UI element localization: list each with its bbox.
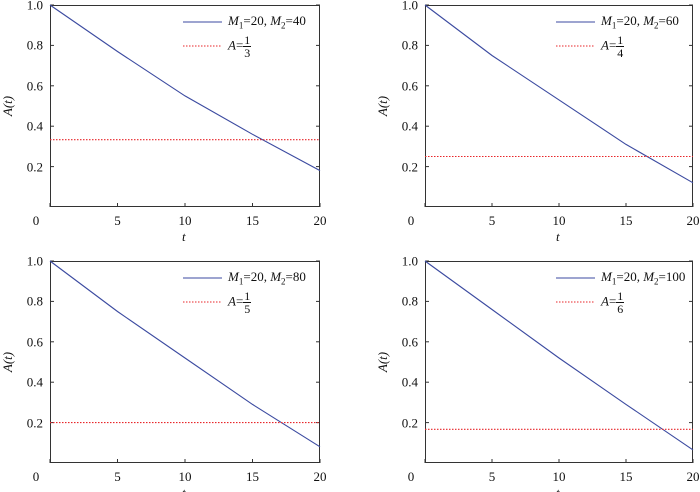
y-tick-label: 0.2 [26, 159, 43, 175]
legend-entry-threshold: A= 1 4 [601, 33, 625, 60]
subplot-1: 0 5 10 15 20 0.2 0.4 0.6 0.8 1.0 t A(t) M1=20, M2=40… [0, 0, 326, 244]
fraction-numerator: 1 [243, 289, 252, 303]
fraction-denominator: 6 [617, 302, 624, 316]
x-tick-label: 0 [407, 469, 415, 484]
fraction-denominator: 5 [244, 302, 251, 316]
fraction-numerator: 1 [616, 33, 625, 47]
fraction-numerator: 1 [243, 33, 252, 47]
y-axis-label: A(t) [0, 351, 16, 373]
subplot-4: 0 5 10 15 20 0.2 0.4 0.6 0.8 1.0 t A(t) M1=20, M2=10… [375, 255, 699, 492]
y-tick-label: 0.4 [26, 118, 43, 134]
legend-m1-value: 20 [623, 13, 637, 28]
y-tick-label: 0.4 [26, 374, 43, 390]
y-tick-label: 0.2 [401, 415, 418, 431]
x-tick-label: 0 [32, 213, 40, 228]
x-tick-label: 15 [619, 469, 633, 484]
legend-m2-value: 60 [665, 13, 679, 28]
y-axis-label: A(t) [375, 351, 391, 373]
x-tick-label: 10 [178, 213, 192, 228]
y-tick-label: 1.0 [26, 253, 43, 269]
legend-m1-value: 20 [250, 269, 264, 284]
x-axis-label: t [182, 485, 186, 492]
legend-entry-curve: M1=20, M2=100 [601, 269, 686, 287]
x-tick-label: 15 [246, 469, 259, 484]
fraction-denominator: 3 [244, 46, 251, 60]
legend-entry-threshold: A= 1 5 [228, 289, 252, 316]
legend-m2-value: 40 [292, 13, 306, 28]
plot-area [424, 4, 694, 207]
y-tick-label: 1.0 [401, 253, 418, 269]
decay-curve-line [424, 260, 694, 451]
plot-area [424, 260, 694, 463]
y-axis-label: A(t) [375, 95, 391, 117]
x-tick-label: 20 [313, 213, 327, 228]
plot-area [49, 260, 321, 463]
x-tick-label: 5 [114, 469, 121, 484]
x-tick-label: 20 [686, 213, 700, 228]
decay-curve-line [49, 4, 321, 172]
fraction-numerator: 1 [616, 289, 625, 303]
legend-m2-value: 80 [292, 269, 306, 284]
plot-area [49, 4, 321, 207]
y-tick-label: 0.8 [26, 37, 43, 53]
y-tick-label: 0.6 [401, 334, 418, 350]
y-tick-label: 1.0 [26, 0, 43, 13]
y-tick-label: 0.6 [401, 78, 418, 94]
x-tick-label: 15 [246, 213, 259, 228]
legend-entry-curve: M1=20, M2=60 [601, 13, 679, 31]
x-axis-label: t [556, 485, 560, 492]
x-tick-label: 10 [552, 213, 566, 228]
y-tick-label: 0.8 [26, 293, 43, 309]
x-tick-label: 10 [178, 469, 192, 484]
legend-m1-value: 20 [623, 269, 637, 284]
x-axis-label: t [182, 229, 186, 244]
decay-curve-line [424, 4, 694, 184]
y-tick-label: 0.6 [26, 78, 43, 94]
x-tick-label: 0 [407, 213, 415, 228]
legend-m2-value: 100 [665, 269, 686, 284]
decay-curve-line [49, 260, 321, 448]
legend-entry-curve: M1=20, M2=40 [228, 13, 306, 31]
legend-entry-threshold: A= 1 3 [228, 33, 252, 60]
y-tick-label: 0.6 [26, 334, 43, 350]
x-tick-label: 5 [114, 213, 121, 228]
legend-m1-value: 20 [250, 13, 264, 28]
legend-entry-curve: M1=20, M2=80 [228, 269, 306, 287]
y-tick-label: 0.2 [26, 415, 43, 431]
subplot-2: 0 5 10 15 20 0.2 0.4 0.6 0.8 1.0 t A(t) M1=20, M2=60… [375, 0, 699, 244]
y-axis-label: A(t) [0, 95, 16, 117]
x-tick-label: 15 [619, 213, 633, 228]
y-tick-label: 0.2 [401, 159, 418, 175]
y-tick-label: 1.0 [401, 0, 418, 13]
x-tick-label: 20 [313, 469, 327, 484]
y-tick-label: 0.4 [401, 374, 418, 390]
legend-entry-threshold: A= 1 6 [601, 289, 625, 316]
x-tick-label: 10 [552, 469, 566, 484]
y-tick-label: 0.8 [401, 37, 418, 53]
y-tick-label: 0.4 [401, 118, 418, 134]
y-tick-label: 0.8 [401, 293, 418, 309]
x-tick-label: 20 [686, 469, 700, 484]
fraction-denominator: 4 [617, 46, 624, 60]
x-tick-label: 5 [488, 213, 496, 228]
x-tick-label: 5 [488, 469, 496, 484]
x-tick-label: 0 [32, 469, 40, 484]
x-axis-label: t [556, 229, 560, 244]
